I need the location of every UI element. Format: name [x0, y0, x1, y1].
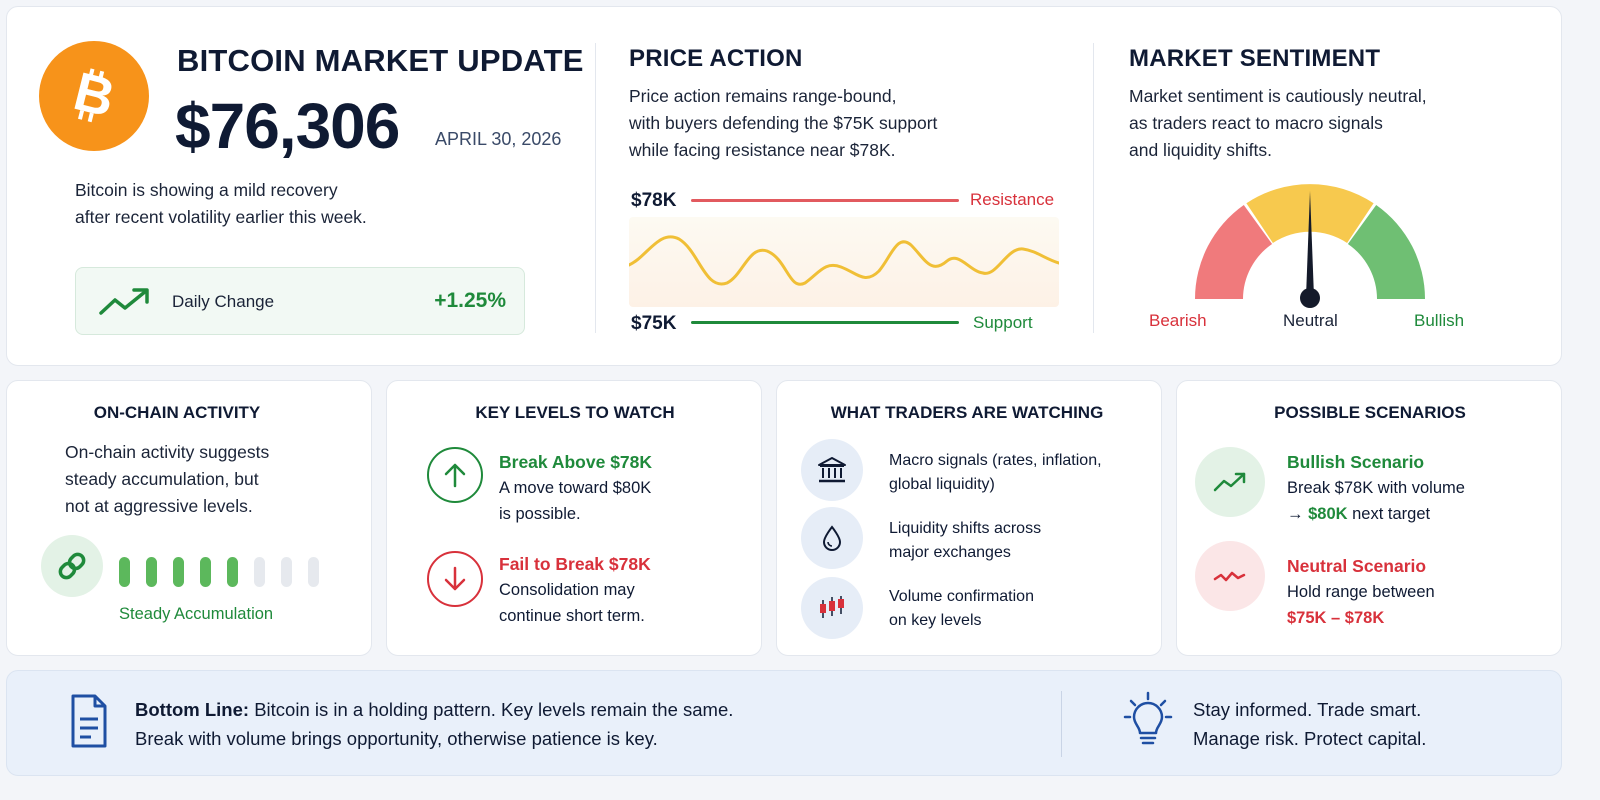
support-line — [691, 321, 959, 324]
bottom-line-text: Bottom Line: Bitcoin is in a holding pat… — [135, 699, 734, 749]
lightbulb-icon — [1123, 691, 1173, 745]
sentiment-gauge — [1195, 184, 1425, 308]
bullish-scenario-block: Bullish Scenario Break $78K with volume … — [1287, 452, 1465, 523]
document-icon — [71, 694, 107, 748]
arrow-down-icon — [427, 551, 483, 607]
accumulation-bar — [200, 557, 211, 587]
accumulation-status: Steady Accumulation — [119, 605, 274, 623]
droplet-icon — [801, 507, 863, 569]
summary-text: Bitcoin is showing a mild recovery after… — [75, 180, 367, 227]
accumulation-bar — [227, 557, 238, 587]
gauge-bearish-arc — [1195, 205, 1273, 299]
price-action-title: PRICE ACTION — [629, 45, 803, 72]
page-title: BITCOIN MARKET UPDATE — [177, 43, 584, 78]
svg-text:B: B — [68, 61, 120, 129]
price-line — [627, 235, 1061, 286]
divider — [595, 43, 596, 333]
neutral-wave-icon — [1195, 541, 1265, 611]
bullish-trend-icon — [1195, 447, 1265, 517]
onchain-title: ON-CHAIN ACTIVITY — [93, 403, 261, 422]
bitcoin-logo-icon: B — [39, 41, 149, 151]
onchain-text: On-chain activity suggests steady accumu… — [65, 442, 270, 516]
daily-change-value: +1.25% — [434, 289, 506, 312]
top-panel: B BITCOIN MARKET UPDATE $76,306 APRIL 30… — [6, 6, 1562, 366]
accumulation-bar — [119, 557, 130, 587]
sentiment-text: Market sentiment is cautiously neutral, … — [1129, 86, 1427, 160]
fail-break-block: Fail to Break $78K Consolidation may con… — [499, 554, 651, 625]
accumulation-bar — [254, 557, 265, 587]
daily-change-label: Daily Change — [172, 292, 275, 311]
key-levels-title: KEY LEVELS TO WATCH — [475, 403, 675, 422]
watch-item-macro: Macro signals (rates, inflation, global … — [889, 452, 1102, 493]
watching-card: WHAT TRADERS ARE WATCHING Macro signals … — [776, 380, 1162, 656]
scenarios-title: POSSIBLE SCENARIOS — [1274, 403, 1466, 422]
chain-link-icon — [41, 535, 103, 597]
price-range-chart — [627, 217, 1061, 307]
accumulation-bar — [281, 557, 292, 587]
accumulation-bar — [308, 557, 319, 587]
break-above-block: Break Above $78K A move toward $80K is p… — [499, 452, 653, 523]
resistance-line — [691, 199, 959, 202]
tip-text: Stay informed. Trade smart. Manage risk.… — [1193, 699, 1427, 749]
support-label: Support — [973, 313, 1033, 332]
report-date: APRIL 30, 2026 — [435, 129, 562, 149]
price-action-text: Price action remains range-bound, with b… — [629, 86, 938, 160]
onchain-card: ON-CHAIN ACTIVITY On-chain activity sugg… — [6, 380, 372, 656]
accumulation-bar — [146, 557, 157, 587]
resistance-label: Resistance — [970, 190, 1055, 209]
neutral-scenario-block: Neutral Scenario Hold range between $75K… — [1287, 556, 1435, 627]
gauge-label-bullish: Bullish — [1414, 311, 1465, 330]
scenarios-card: POSSIBLE SCENARIOS Bullish Scenario Brea… — [1176, 380, 1562, 656]
trend-up-icon — [99, 288, 149, 315]
gauge-label-bearish: Bearish — [1149, 311, 1207, 330]
bank-icon — [801, 439, 863, 501]
gauge-bullish-arc — [1347, 205, 1425, 299]
sentiment-title: MARKET SENTIMENT — [1129, 45, 1381, 72]
arrow-up-icon — [427, 447, 483, 503]
resistance-level: $78K — [631, 190, 677, 211]
accumulation-bar-meter — [119, 557, 329, 587]
accumulation-bar — [173, 557, 184, 587]
watch-item-volume: Volume confirmation on key levels — [889, 588, 1034, 629]
divider — [1061, 691, 1062, 757]
bottom-line-footer: Bottom Line: Bitcoin is in a holding pat… — [6, 670, 1562, 776]
watching-title: WHAT TRADERS ARE WATCHING — [830, 403, 1104, 422]
btc-price: $76,306 — [175, 90, 400, 162]
watch-item-liquidity: Liquidity shifts across major exchanges — [889, 520, 1042, 561]
gauge-label-neutral: Neutral — [1283, 311, 1338, 330]
key-levels-card: KEY LEVELS TO WATCH Break Above $78K A m… — [386, 380, 762, 656]
support-level: $75K — [631, 313, 677, 334]
daily-change-box: Daily Change +1.25% — [75, 267, 525, 335]
candlestick-icon — [801, 577, 863, 639]
gauge-needle — [1306, 191, 1314, 297]
divider — [1093, 43, 1094, 333]
